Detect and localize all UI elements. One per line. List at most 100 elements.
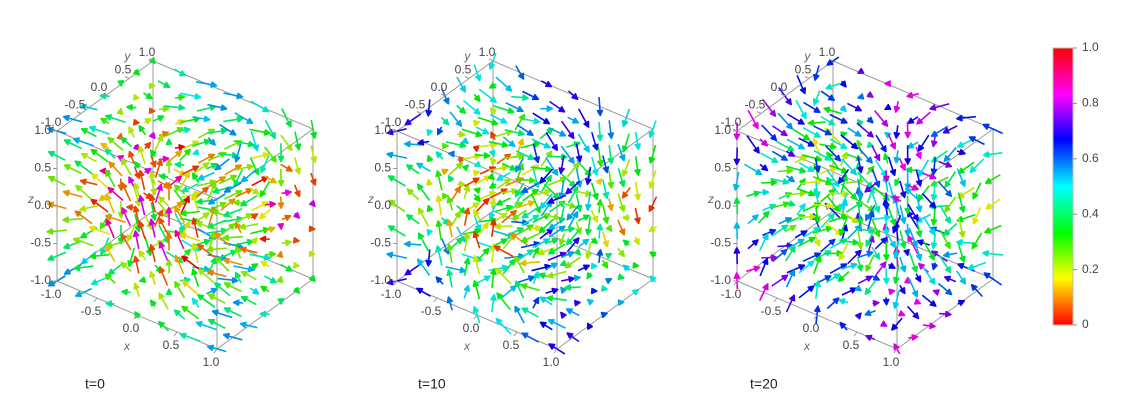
arrow xyxy=(265,251,277,258)
arrow xyxy=(138,194,146,216)
arrow xyxy=(445,266,467,274)
arrow xyxy=(807,119,826,127)
arrow xyxy=(617,247,625,258)
arrow xyxy=(983,272,1003,286)
arrow xyxy=(174,280,186,299)
arrow xyxy=(838,298,849,305)
x-tick xyxy=(173,331,178,337)
arrow xyxy=(733,122,741,141)
arrow xyxy=(259,235,270,243)
arrow xyxy=(403,240,422,248)
arrow xyxy=(149,171,157,186)
arrow xyxy=(887,234,896,249)
arrow xyxy=(903,249,910,256)
arrow xyxy=(865,228,875,247)
arrow xyxy=(560,226,575,233)
arrow xyxy=(223,190,243,200)
arrow xyxy=(223,307,242,318)
arrow xyxy=(446,196,453,211)
arrow xyxy=(560,276,575,283)
arrow xyxy=(899,180,907,199)
x-tick-label: 1.0 xyxy=(203,355,220,369)
arrow xyxy=(214,158,230,171)
arrow xyxy=(501,284,517,299)
arrow xyxy=(440,116,450,126)
x-tick xyxy=(53,280,58,286)
arrow xyxy=(596,97,604,117)
arrow xyxy=(62,216,83,223)
y-tick-label: -0.5 xyxy=(405,98,426,112)
arrow xyxy=(559,201,577,209)
arrow xyxy=(539,168,554,184)
arrow xyxy=(883,192,890,211)
arrow xyxy=(871,193,881,213)
arrow xyxy=(90,276,109,286)
arrow xyxy=(173,168,187,177)
arrow xyxy=(893,101,901,113)
arrow xyxy=(634,207,641,225)
arrow xyxy=(944,171,957,188)
arrow xyxy=(794,155,808,164)
arrow xyxy=(293,211,301,219)
arrow xyxy=(505,201,524,213)
arrow xyxy=(416,183,431,201)
arrow xyxy=(233,168,244,187)
arrow xyxy=(250,152,270,160)
arrow xyxy=(220,223,236,237)
arrow xyxy=(758,283,769,301)
arrow xyxy=(490,219,497,237)
arrow xyxy=(543,213,561,221)
arrow xyxy=(567,211,579,229)
arrow xyxy=(105,214,126,223)
arrow xyxy=(235,213,253,223)
colorbar-tick-label: 0.2 xyxy=(1082,262,1099,276)
y-tick-label: 1.0 xyxy=(819,45,836,59)
arrow xyxy=(47,151,66,161)
arrow xyxy=(239,223,259,230)
x-tick xyxy=(893,348,898,354)
arrow xyxy=(165,182,173,201)
arrow xyxy=(841,287,857,296)
arrow xyxy=(182,280,199,296)
y-tick-label: 0.5 xyxy=(455,63,472,77)
arrow xyxy=(504,153,525,160)
arrow xyxy=(174,161,185,168)
arrow xyxy=(386,278,407,286)
arrow xyxy=(521,307,539,318)
arrow xyxy=(846,153,863,162)
arrow xyxy=(943,275,957,283)
arrow xyxy=(489,82,497,89)
arrow xyxy=(309,200,316,207)
arrow xyxy=(784,224,797,233)
arrow xyxy=(972,182,982,200)
arrow xyxy=(450,186,461,202)
arrow xyxy=(105,193,115,214)
x-tick xyxy=(733,280,738,286)
y-tick xyxy=(440,93,446,97)
panel: -1.0-0.50.00.51.0x-1.0-0.50.00.51.0y-1.0… xyxy=(27,45,317,392)
arrow xyxy=(733,247,741,265)
arrow xyxy=(388,199,406,213)
arrow xyxy=(473,214,482,232)
arrow xyxy=(825,273,841,284)
y-tick-label: 0.0 xyxy=(91,80,108,94)
arrow xyxy=(872,299,880,307)
arrow xyxy=(841,158,857,176)
arrow xyxy=(174,212,185,233)
arrow xyxy=(207,103,228,111)
arrow xyxy=(120,136,132,148)
arrow xyxy=(223,182,242,193)
arrow xyxy=(957,242,966,263)
arrow xyxy=(532,247,540,259)
arrow xyxy=(126,104,137,111)
arrow xyxy=(532,143,540,164)
arrow xyxy=(206,287,218,295)
panel: -1.0-0.50.00.51.0x-1.0-0.50.00.51.0y-1.0… xyxy=(367,45,658,392)
arrow xyxy=(293,184,301,198)
arrow xyxy=(786,138,805,150)
arrow xyxy=(250,263,259,270)
arrow xyxy=(235,188,253,198)
arrow xyxy=(602,204,610,224)
arrow xyxy=(840,262,858,270)
arrow xyxy=(206,162,218,170)
